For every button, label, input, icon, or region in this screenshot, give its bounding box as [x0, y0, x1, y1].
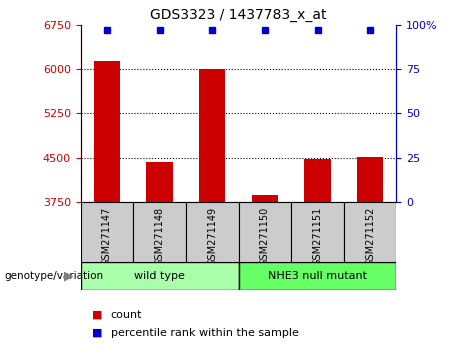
Bar: [133, 202, 186, 262]
Text: GSM271151: GSM271151: [313, 207, 323, 266]
Bar: [291, 202, 344, 262]
Text: genotype/variation: genotype/variation: [5, 271, 104, 281]
Bar: [81, 202, 133, 262]
Title: GDS3323 / 1437783_x_at: GDS3323 / 1437783_x_at: [150, 8, 327, 22]
Text: percentile rank within the sample: percentile rank within the sample: [111, 328, 299, 338]
Bar: [147, 162, 173, 202]
Text: GSM271149: GSM271149: [207, 207, 217, 266]
Bar: [357, 157, 383, 202]
Text: NHE3 null mutant: NHE3 null mutant: [268, 271, 367, 281]
Bar: [186, 202, 239, 262]
Bar: [94, 61, 120, 202]
Text: ■: ■: [92, 328, 103, 338]
Bar: [239, 262, 396, 290]
Text: GSM271148: GSM271148: [154, 207, 165, 266]
Bar: [252, 195, 278, 202]
Bar: [344, 202, 396, 262]
Text: wild type: wild type: [134, 271, 185, 281]
Text: ■: ■: [92, 310, 103, 320]
Bar: [199, 69, 225, 202]
Text: GSM271150: GSM271150: [260, 207, 270, 266]
Bar: [239, 202, 291, 262]
Bar: [81, 262, 239, 290]
Text: GSM271147: GSM271147: [102, 207, 112, 266]
Text: ▶: ▶: [65, 270, 74, 282]
Text: count: count: [111, 310, 142, 320]
Bar: [304, 159, 331, 202]
Text: GSM271152: GSM271152: [365, 207, 375, 266]
